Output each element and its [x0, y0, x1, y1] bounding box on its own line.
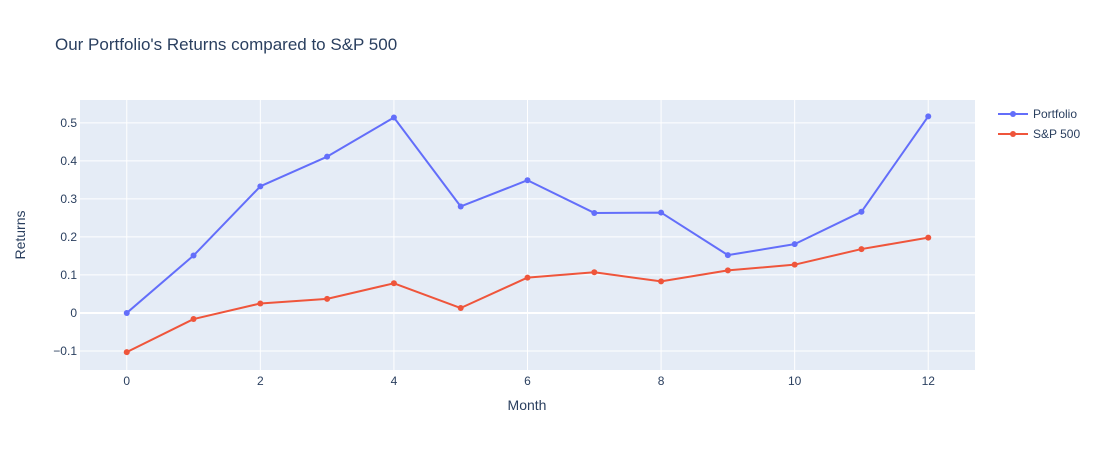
data-point[interactable]: [390, 114, 397, 121]
x-axis-title: Month: [508, 397, 547, 413]
y-tick-label: 0.1: [60, 268, 77, 282]
legend[interactable]: Portfolio S&P 500: [998, 107, 1080, 141]
x-tick-label: 12: [922, 374, 936, 388]
x-axis-ticks: 0 2 4 6 8 10 12: [123, 374, 935, 388]
data-point[interactable]: [591, 269, 598, 276]
y-tick-label: −0.1: [53, 344, 77, 358]
data-point[interactable]: [724, 252, 731, 259]
data-point[interactable]: [457, 203, 464, 210]
y-tick-label: 0.4: [60, 154, 77, 168]
y-axis-ticks: −0.1 0 0.1 0.2 0.3 0.4 0.5: [53, 116, 77, 358]
legend-label: Portfolio: [1033, 107, 1077, 121]
data-point[interactable]: [457, 305, 464, 312]
legend-item-sp500[interactable]: S&P 500: [998, 127, 1080, 141]
series-group: [123, 113, 932, 356]
data-point[interactable]: [324, 295, 331, 302]
x-tick-label: 6: [524, 374, 531, 388]
y-tick-label: 0: [70, 306, 77, 320]
legend-swatch-marker: [1010, 111, 1016, 117]
data-point[interactable]: [390, 280, 397, 287]
data-point[interactable]: [658, 278, 665, 285]
data-point[interactable]: [190, 252, 197, 259]
legend-label: S&P 500: [1033, 127, 1080, 141]
data-point[interactable]: [257, 183, 264, 190]
data-point[interactable]: [791, 241, 798, 248]
data-point[interactable]: [591, 209, 598, 216]
x-tick-label: 4: [391, 374, 398, 388]
data-point[interactable]: [724, 267, 731, 274]
data-point[interactable]: [324, 153, 331, 160]
x-tick-label: 8: [658, 374, 665, 388]
y-tick-label: 0.5: [60, 116, 77, 130]
data-point[interactable]: [257, 300, 264, 307]
series-portfolio: [123, 113, 932, 316]
series-sp500: [123, 234, 932, 356]
x-tick-label: 10: [788, 374, 802, 388]
data-point[interactable]: [123, 349, 130, 356]
y-tick-label: 0.3: [60, 192, 77, 206]
data-point[interactable]: [925, 234, 932, 241]
data-point[interactable]: [791, 261, 798, 268]
legend-item-portfolio[interactable]: Portfolio: [998, 107, 1077, 121]
y-tick-label: 0.2: [60, 230, 77, 244]
legend-swatch-marker: [1010, 131, 1016, 137]
data-point[interactable]: [858, 246, 865, 253]
data-point[interactable]: [190, 316, 197, 323]
data-point[interactable]: [925, 113, 932, 120]
data-point[interactable]: [524, 177, 531, 184]
data-point[interactable]: [658, 209, 665, 216]
data-point[interactable]: [524, 274, 531, 281]
chart-title: Our Portfolio's Returns compared to S&P …: [55, 35, 397, 54]
x-tick-label: 2: [257, 374, 264, 388]
y-axis-title: Returns: [12, 210, 28, 259]
data-point[interactable]: [123, 309, 130, 316]
x-tick-label: 0: [123, 374, 130, 388]
data-point[interactable]: [858, 208, 865, 215]
